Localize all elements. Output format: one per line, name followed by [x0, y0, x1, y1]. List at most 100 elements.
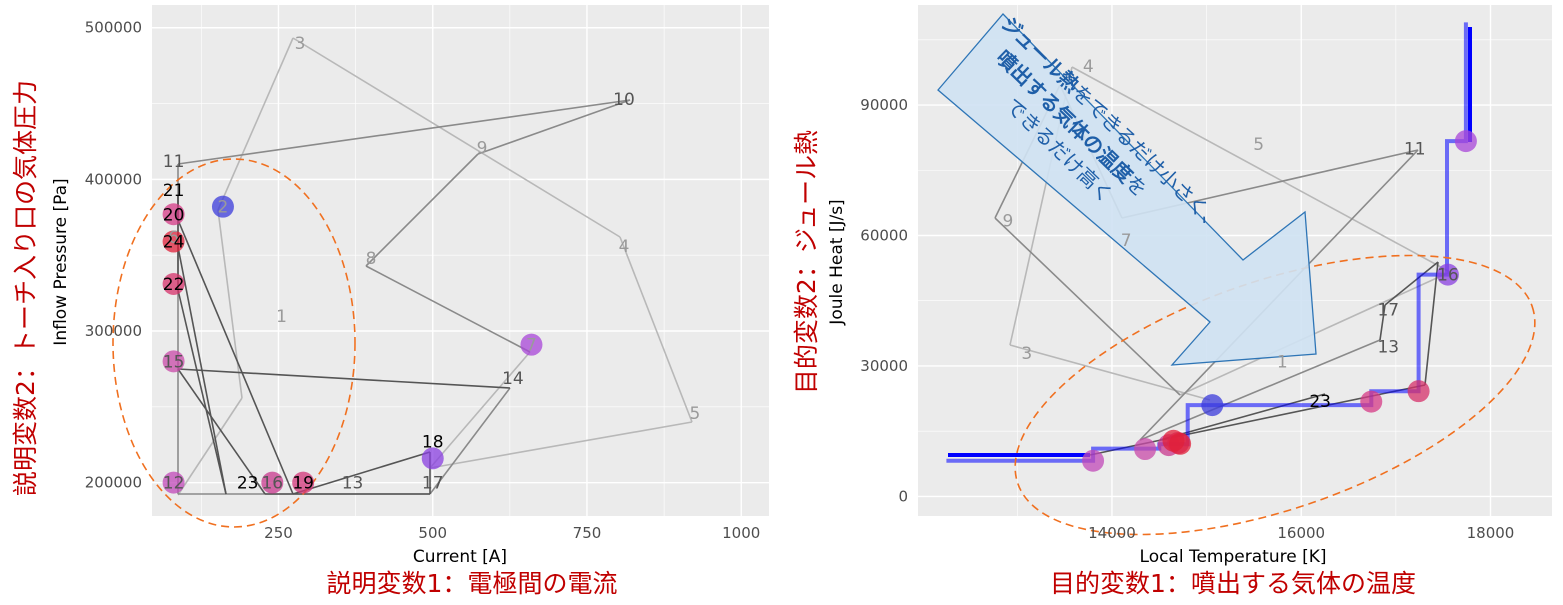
left-point-label: 17 [422, 474, 444, 494]
right-points [1082, 130, 1477, 472]
right-point-label: 5 [1253, 135, 1264, 155]
right-grid [918, 5, 1552, 516]
left-y-label-jp: 説明変数2：トーチ入り口の気体圧力 [11, 80, 40, 496]
left-point-label: 16 [261, 474, 283, 494]
right-data-point [1134, 438, 1157, 461]
right-x-axis-label: Local Temperature [K] [1140, 547, 1327, 567]
left-point-label: 15 [163, 352, 185, 372]
arrow-text-line1: ジュール熱をできるだけ小さく、 [997, 11, 1228, 235]
right-data-point [1201, 394, 1224, 417]
left-point-label: 8 [366, 249, 377, 269]
left-point-label: 18 [422, 433, 444, 453]
left-y-tick-label: 400000 [85, 170, 142, 188]
left-grid [152, 5, 769, 516]
direction-arrow: ジュール熱をできるだけ小さく、 噴出する気体の温度を できるだけ高く [937, 11, 1317, 366]
left-data-point [261, 471, 284, 494]
left-point-label: 5 [690, 404, 701, 424]
arrow-text-line3: できるだけ高く [1001, 93, 1118, 207]
left-point-label: 10 [613, 90, 635, 110]
left-point-label: 19 [292, 474, 314, 494]
right-point-label: 9 [1002, 211, 1013, 231]
right-trajectory [994, 66, 1451, 456]
left-point-label: 9 [477, 139, 488, 159]
left-x-label-jp: 説明変数1：電極間の電流 [327, 569, 618, 598]
left-data-point [162, 273, 185, 296]
right-y-label-jp: 目的変数2：ジュール熱 [792, 130, 821, 394]
right-highlight-ellipse [1014, 254, 1536, 536]
left-data-point [292, 471, 315, 494]
left-point-label: 6 [168, 228, 179, 248]
left-point-label: 11 [163, 152, 185, 172]
left-point-label: 4 [619, 237, 630, 257]
left-x-tick-label: 250 [264, 524, 293, 542]
left-panel-bg [152, 5, 769, 516]
right-point-label: 3 [1021, 344, 1032, 364]
right-y-tick-label: 60000 [860, 226, 908, 244]
right-data-point [1167, 431, 1190, 454]
right-data-point [1162, 429, 1185, 452]
right-x-ticks: 14000 16000 18000 [1088, 524, 1514, 542]
right-data-point [1360, 390, 1383, 413]
left-point-label: 3 [295, 34, 306, 54]
pareto-front-line [946, 22, 1468, 463]
left-point-label: 7 [526, 336, 537, 356]
right-panel-bg [918, 5, 1552, 516]
right-data-point [1454, 130, 1477, 153]
right-y-axis-label: Joule Heat [J/s] [827, 199, 847, 325]
left-data-point [421, 447, 444, 470]
arrow-text-line2: 噴出する気体の温度を [991, 45, 1152, 201]
right-point-label: 13 [1377, 337, 1399, 357]
left-y-ticks: 200000 300000 400000 500000 [85, 19, 142, 492]
left-point-label: 24 [163, 233, 185, 253]
left-data-point [162, 471, 185, 494]
left-point-label: 22 [163, 275, 185, 295]
right-point-label: 23 [1309, 392, 1331, 412]
left-points [162, 195, 543, 494]
left-highlight-ellipse [112, 158, 356, 528]
right-point-label: 1 [1277, 353, 1288, 373]
right-data-point [1407, 380, 1430, 403]
right-point-label: 16 [1437, 266, 1459, 286]
left-data-point [162, 203, 185, 226]
right-x-tick-label: 14000 [1088, 524, 1136, 542]
left-x-tick-label: 750 [573, 524, 602, 542]
right-data-point [1169, 432, 1192, 455]
right-point-label: 11 [1404, 140, 1426, 160]
left-x-axis-label: Current [A] [413, 547, 507, 567]
right-x-tick-label: 18000 [1467, 524, 1515, 542]
left-y-tick-label: 300000 [85, 322, 142, 340]
right-y-tick-label: 30000 [860, 357, 908, 375]
left-y-axis-label: Inflow Pressure [Pa] [51, 178, 71, 345]
left-x-tick-label: 1000 [722, 524, 760, 542]
left-y-tick-label: 500000 [85, 19, 142, 37]
right-point-label: 4 [1083, 57, 1094, 77]
left-point-label: 20 [163, 205, 185, 225]
right-data-point [1436, 263, 1459, 286]
right-point-label: 17 [1377, 300, 1399, 320]
left-point-label: 21 [163, 181, 185, 201]
right-point-label: 7 [1121, 231, 1132, 251]
right-x-tick-label: 16000 [1277, 524, 1325, 542]
left-point-label: 1 [276, 307, 287, 327]
left-point-label: 14 [502, 369, 524, 389]
left-y-tick-label: 200000 [85, 474, 142, 492]
left-x-ticks: 250 500 750 1000 [264, 524, 760, 542]
right-x-label-jp: 目的変数1：噴出する気体の温度 [1050, 569, 1416, 598]
left-point-label: 13 [342, 474, 364, 494]
left-point-label: 12 [163, 474, 185, 494]
left-point-label: 2 [218, 198, 229, 218]
left-point-label: 23 [237, 474, 259, 494]
right-y-tick-label: 0 [898, 487, 908, 505]
right-y-tick-label: 90000 [860, 96, 908, 114]
left-data-point [162, 230, 185, 253]
left-data-point [520, 333, 543, 356]
left-data-point [162, 350, 185, 373]
right-data-point [1157, 434, 1180, 457]
right-data-point [1082, 449, 1105, 472]
left-x-tick-label: 500 [418, 524, 447, 542]
right-y-ticks: 0 30000 60000 90000 [860, 96, 908, 505]
left-data-point [211, 195, 234, 218]
